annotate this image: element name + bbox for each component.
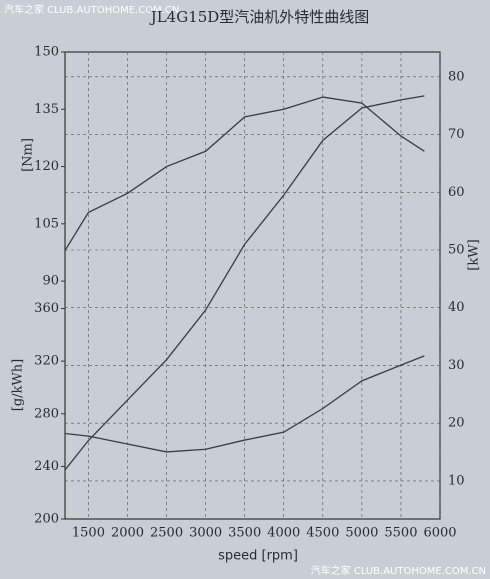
y3-axis-label: [g/kWh] xyxy=(11,359,26,411)
x-tick-label: 4000 xyxy=(267,526,300,541)
y-tick-label: 90 xyxy=(42,274,59,289)
y-axis-label: [Nm] xyxy=(21,138,36,172)
y2-tick-label: 60 xyxy=(448,185,465,200)
line-torque xyxy=(64,96,425,251)
y2-tick-label: 40 xyxy=(448,300,465,315)
y-tick-label: 150 xyxy=(34,45,59,60)
y3-tick-label: 200 xyxy=(34,512,59,527)
y2-tick-label: 80 xyxy=(448,69,465,84)
y2-tick-label: 70 xyxy=(448,127,465,142)
y-tick-label: 120 xyxy=(34,159,59,174)
x-axis-label: speed [rpm] xyxy=(218,549,298,564)
plot-frame xyxy=(64,51,441,520)
y2-tick-label: 10 xyxy=(448,473,465,488)
y3-tick-label: 360 xyxy=(34,301,59,316)
x-tick-label: 5000 xyxy=(345,526,378,541)
x-tick-label: 2500 xyxy=(150,526,183,541)
watermark: 汽车之家 CLUB.AUTOHOME.COM.CN xyxy=(311,564,486,577)
x-tick-label: 4500 xyxy=(306,526,339,541)
x-tick-label: 6000 xyxy=(423,526,456,541)
x-tick-label: 2000 xyxy=(111,526,144,541)
y3-tick-label: 240 xyxy=(34,459,59,474)
y-tick-label: 105 xyxy=(34,216,59,231)
y-tick-label: 135 xyxy=(34,102,59,117)
x-tick-label: 1500 xyxy=(72,526,105,541)
y2-tick-label: 50 xyxy=(448,242,465,257)
line-bsfc xyxy=(64,355,425,453)
x-tick-label: 5500 xyxy=(384,526,417,541)
x-tick-label: 3500 xyxy=(228,526,261,541)
y2-tick-label: 30 xyxy=(448,358,465,373)
chart-title: JL4G15D型汽油机外特性曲线图 xyxy=(149,8,370,26)
y3-tick-label: 280 xyxy=(34,406,59,421)
x-tick-label: 3000 xyxy=(189,526,222,541)
line-power xyxy=(64,95,425,471)
y3-tick-label: 320 xyxy=(34,354,59,369)
y2-axis-label: [kW] xyxy=(467,239,482,270)
y2-tick-label: 20 xyxy=(448,416,465,431)
watermark: 汽车之家 CLUB.AUTOHOME.COM.CN xyxy=(4,3,179,16)
